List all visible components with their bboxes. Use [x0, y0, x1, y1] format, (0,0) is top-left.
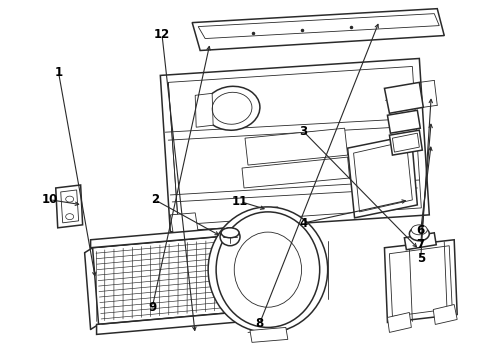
Polygon shape	[347, 135, 417, 218]
Text: 9: 9	[148, 301, 156, 314]
Polygon shape	[242, 157, 349, 188]
Text: 1: 1	[54, 66, 63, 79]
Ellipse shape	[208, 207, 328, 332]
Text: 2: 2	[150, 193, 159, 206]
Polygon shape	[388, 110, 420, 133]
Polygon shape	[97, 306, 302, 334]
Ellipse shape	[409, 227, 429, 241]
Polygon shape	[160, 58, 429, 232]
Text: 10: 10	[42, 193, 58, 206]
Polygon shape	[433, 305, 457, 324]
Polygon shape	[93, 230, 300, 324]
Polygon shape	[245, 128, 347, 165]
Polygon shape	[385, 240, 457, 323]
Polygon shape	[390, 130, 422, 155]
Text: 7: 7	[416, 238, 425, 251]
Text: 4: 4	[299, 216, 308, 230]
Text: 11: 11	[232, 195, 248, 208]
Polygon shape	[91, 222, 297, 248]
Text: 3: 3	[299, 125, 308, 138]
Polygon shape	[404, 233, 436, 250]
Polygon shape	[195, 93, 213, 127]
Ellipse shape	[204, 86, 260, 130]
Ellipse shape	[412, 225, 427, 235]
Text: 12: 12	[154, 28, 170, 41]
Text: 5: 5	[416, 252, 425, 265]
Ellipse shape	[220, 228, 240, 246]
Polygon shape	[385, 82, 423, 113]
Polygon shape	[56, 185, 83, 228]
Polygon shape	[388, 312, 412, 332]
Ellipse shape	[221, 228, 239, 238]
Text: 6: 6	[416, 224, 425, 237]
Polygon shape	[192, 9, 444, 50]
Polygon shape	[252, 207, 280, 235]
Polygon shape	[171, 213, 198, 234]
Polygon shape	[250, 328, 288, 342]
Text: 8: 8	[255, 317, 264, 330]
